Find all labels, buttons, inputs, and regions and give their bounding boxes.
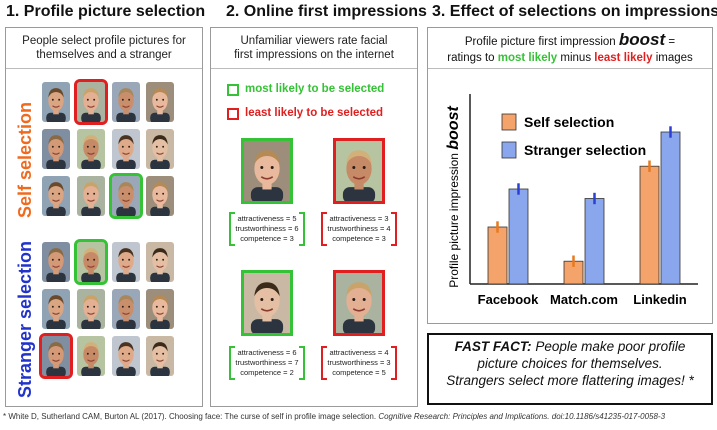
profile-photo [42, 82, 70, 122]
fast-fact-text-3: Strangers select more flattering images!… [446, 373, 694, 388]
face-most-likely-1 [241, 138, 293, 204]
profile-photo [112, 289, 140, 329]
definition-ratings-to: ratings to [447, 52, 495, 64]
definition-prefix: Profile picture first impression [464, 36, 616, 48]
profile-photo [146, 336, 174, 376]
profile-photo [74, 79, 108, 125]
fast-fact-label: FAST FACT: [454, 339, 532, 354]
panel2-subtitle-line1: Unfamiliar viewers rate facial [240, 35, 388, 47]
x-tick-label: Linkedin [633, 292, 687, 307]
profile-photo [146, 176, 174, 216]
heading-profile-selection: 1. Profile picture selection [6, 3, 206, 20]
stranger-selection-label: Stranger selection [15, 240, 35, 398]
rating-attractiveness: attractiveness = 5 [237, 214, 297, 223]
fast-fact-text-2: picture choices for themselves. [477, 356, 663, 371]
profile-photo [112, 336, 140, 376]
ratings-least-2: attractiveness = 4 trustworthiness = 3 c… [321, 346, 397, 380]
profile-photo [42, 176, 70, 216]
panel1-divider [6, 68, 202, 69]
rating-competence: competence = 3 [332, 234, 386, 243]
legend-least-text: least likely to be selected [245, 107, 384, 119]
legend-swatch [501, 141, 517, 159]
heading-effect-selections: 3. Effect of selections on impressions [432, 3, 717, 20]
ratings-least-1: attractiveness = 3 trustworthiness = 4 c… [321, 212, 397, 246]
citation-authors: * White D, Sutherland CAM, Burton AL (20… [3, 412, 377, 421]
rating-attractiveness: attractiveness = 6 [237, 348, 297, 357]
bar-self [487, 226, 508, 285]
legend-label: Stranger selection [524, 142, 646, 158]
definition-least-likely: least likely [594, 52, 653, 64]
bar-stranger [660, 131, 681, 285]
self-selection-label: Self selection [15, 101, 35, 218]
definition-most-likely: most likely [497, 52, 558, 64]
profile-photo [112, 242, 140, 282]
profile-photo [146, 82, 174, 122]
boost-definition: Profile picture first impression boost =… [428, 30, 712, 66]
face-least-likely-2 [333, 270, 385, 336]
fast-fact-text-1: People make poor profile [535, 339, 686, 354]
definition-minus: minus [560, 52, 592, 64]
rating-attractiveness: attractiveness = 4 [329, 348, 389, 357]
legend-most-text: most likely to be selected [245, 83, 385, 95]
panel1-subtitle-line2: themselves and a stranger [36, 49, 172, 61]
ratings-most-2: attractiveness = 6 trustworthiness = 7 c… [229, 346, 305, 380]
rating-attractiveness: attractiveness = 3 [329, 214, 389, 223]
bar-stranger [584, 198, 605, 285]
profile-photo [77, 336, 105, 376]
profile-photo [42, 129, 70, 169]
rating-competence: competence = 3 [240, 234, 294, 243]
bar-stranger [508, 188, 529, 285]
profile-photo [77, 176, 105, 216]
panel1-subtitle: People select profile pictures for thems… [6, 34, 202, 62]
citation: * White D, Sutherland CAM, Burton AL (20… [3, 412, 665, 421]
boost-bar-chart: Profile picture impression boost Facebook… [445, 94, 698, 307]
profile-photo [112, 82, 140, 122]
panel3-divider [428, 68, 712, 69]
rating-trustworthiness: trustworthiness = 7 [235, 358, 299, 367]
profile-photo [146, 129, 174, 169]
face-most-likely-2 [241, 270, 293, 336]
rating-trustworthiness: trustworthiness = 3 [327, 358, 391, 367]
ratings-most-1: attractiveness = 5 trustworthiness = 6 c… [229, 212, 305, 246]
panel-profile-selection: People select profile pictures for thems… [5, 27, 203, 407]
citation-journal: Cognitive Research: Principles and Impli… [378, 412, 550, 421]
x-tick-label: Facebook [478, 292, 539, 307]
rating-competence: competence = 5 [332, 368, 386, 377]
profile-photo [109, 173, 143, 219]
x-tick-label: Match.com [550, 292, 618, 307]
profile-photo [42, 289, 70, 329]
heading-online-impressions: 2. Online first impressions [226, 3, 427, 20]
definition-images: images [655, 52, 693, 64]
panel2-subtitle: Unfamiliar viewers rate facial first imp… [211, 34, 417, 62]
panel1-subtitle-line1: People select profile pictures for [22, 35, 186, 47]
bar-self [639, 165, 660, 285]
profile-photo [39, 333, 73, 379]
profile-photo [77, 129, 105, 169]
profile-photo [42, 242, 70, 282]
face-least-likely-1 [333, 138, 385, 204]
rating-competence: competence = 2 [240, 368, 294, 377]
profile-photo [146, 289, 174, 329]
fast-fact-box: FAST FACT: People make poor profile pict… [427, 333, 713, 405]
rating-trustworthiness: trustworthiness = 6 [235, 224, 299, 233]
definition-equals: = [668, 36, 676, 48]
rating-trustworthiness: trustworthiness = 4 [327, 224, 391, 233]
legend-label: Self selection [524, 114, 614, 130]
y-axis-label: Profile picture impression boost [445, 106, 462, 288]
legend-least-box [227, 108, 239, 120]
profile-photo [77, 289, 105, 329]
panel-online-impressions: Unfamiliar viewers rate facial first imp… [210, 27, 418, 407]
definition-boost: boost [618, 30, 666, 49]
citation-doi: doi:10.1186/s41235-017-0058-3 [551, 412, 666, 421]
profile-photo [146, 242, 174, 282]
legend-swatch [501, 113, 517, 131]
legend-most-box [227, 84, 239, 96]
profile-photo [112, 129, 140, 169]
panel2-divider [211, 68, 417, 69]
profile-photo [74, 239, 108, 285]
panel2-subtitle-line2: first impressions on the internet [234, 49, 394, 61]
panel-effect-selections: Profile picture first impression boost =… [427, 27, 713, 324]
